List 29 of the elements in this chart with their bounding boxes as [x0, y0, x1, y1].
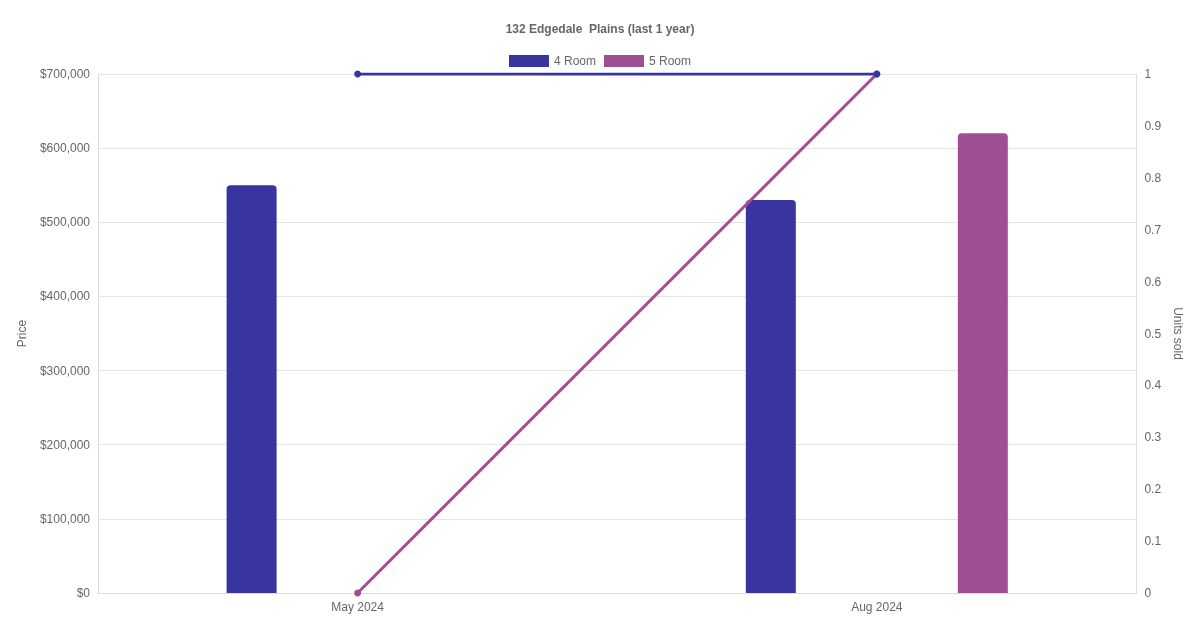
y2-tick-label: 0	[1144, 586, 1152, 600]
y2-tick-label: 1	[1144, 67, 1152, 81]
x-tick-label: May 2024	[331, 600, 385, 614]
y2-tick-label: 0.5	[1144, 326, 1162, 341]
y-tick-label: $0	[76, 586, 91, 600]
x-tick-label: Aug 2024	[851, 600, 903, 614]
y2-tick-label: 0.3	[1144, 430, 1162, 445]
chart-title: 132 Edgedale Plains (last 1 year)	[505, 22, 695, 36]
legend-label: 4 Room	[553, 54, 597, 68]
y-tick-label: $200,000	[39, 437, 91, 452]
y2-tick-label: 0.8	[1144, 170, 1162, 185]
y2-tick-label: 0.4	[1144, 378, 1162, 393]
y-tick-label: $700,000	[39, 67, 91, 81]
y2-tick-label: 0.7	[1144, 222, 1162, 237]
y-tick-label: $500,000	[39, 215, 91, 230]
bar	[745, 200, 796, 593]
y2-axis-title: Units sold	[1171, 307, 1185, 360]
y-tick-label: $400,000	[39, 289, 91, 304]
bar	[226, 185, 277, 593]
y-tick-label: $600,000	[39, 141, 91, 156]
y-tick-label: $300,000	[39, 363, 91, 378]
y2-tick-label: 0.9	[1144, 118, 1162, 133]
y2-tick-label: 0.1	[1144, 534, 1162, 549]
bar	[957, 133, 1008, 593]
y-tick-label: $100,000	[39, 511, 91, 526]
y-axis-title: Price	[15, 319, 29, 348]
y2-tick-label: 0.6	[1144, 274, 1162, 289]
legend-label: 5 Room	[649, 54, 692, 68]
y2-tick-label: 0.2	[1144, 482, 1162, 497]
